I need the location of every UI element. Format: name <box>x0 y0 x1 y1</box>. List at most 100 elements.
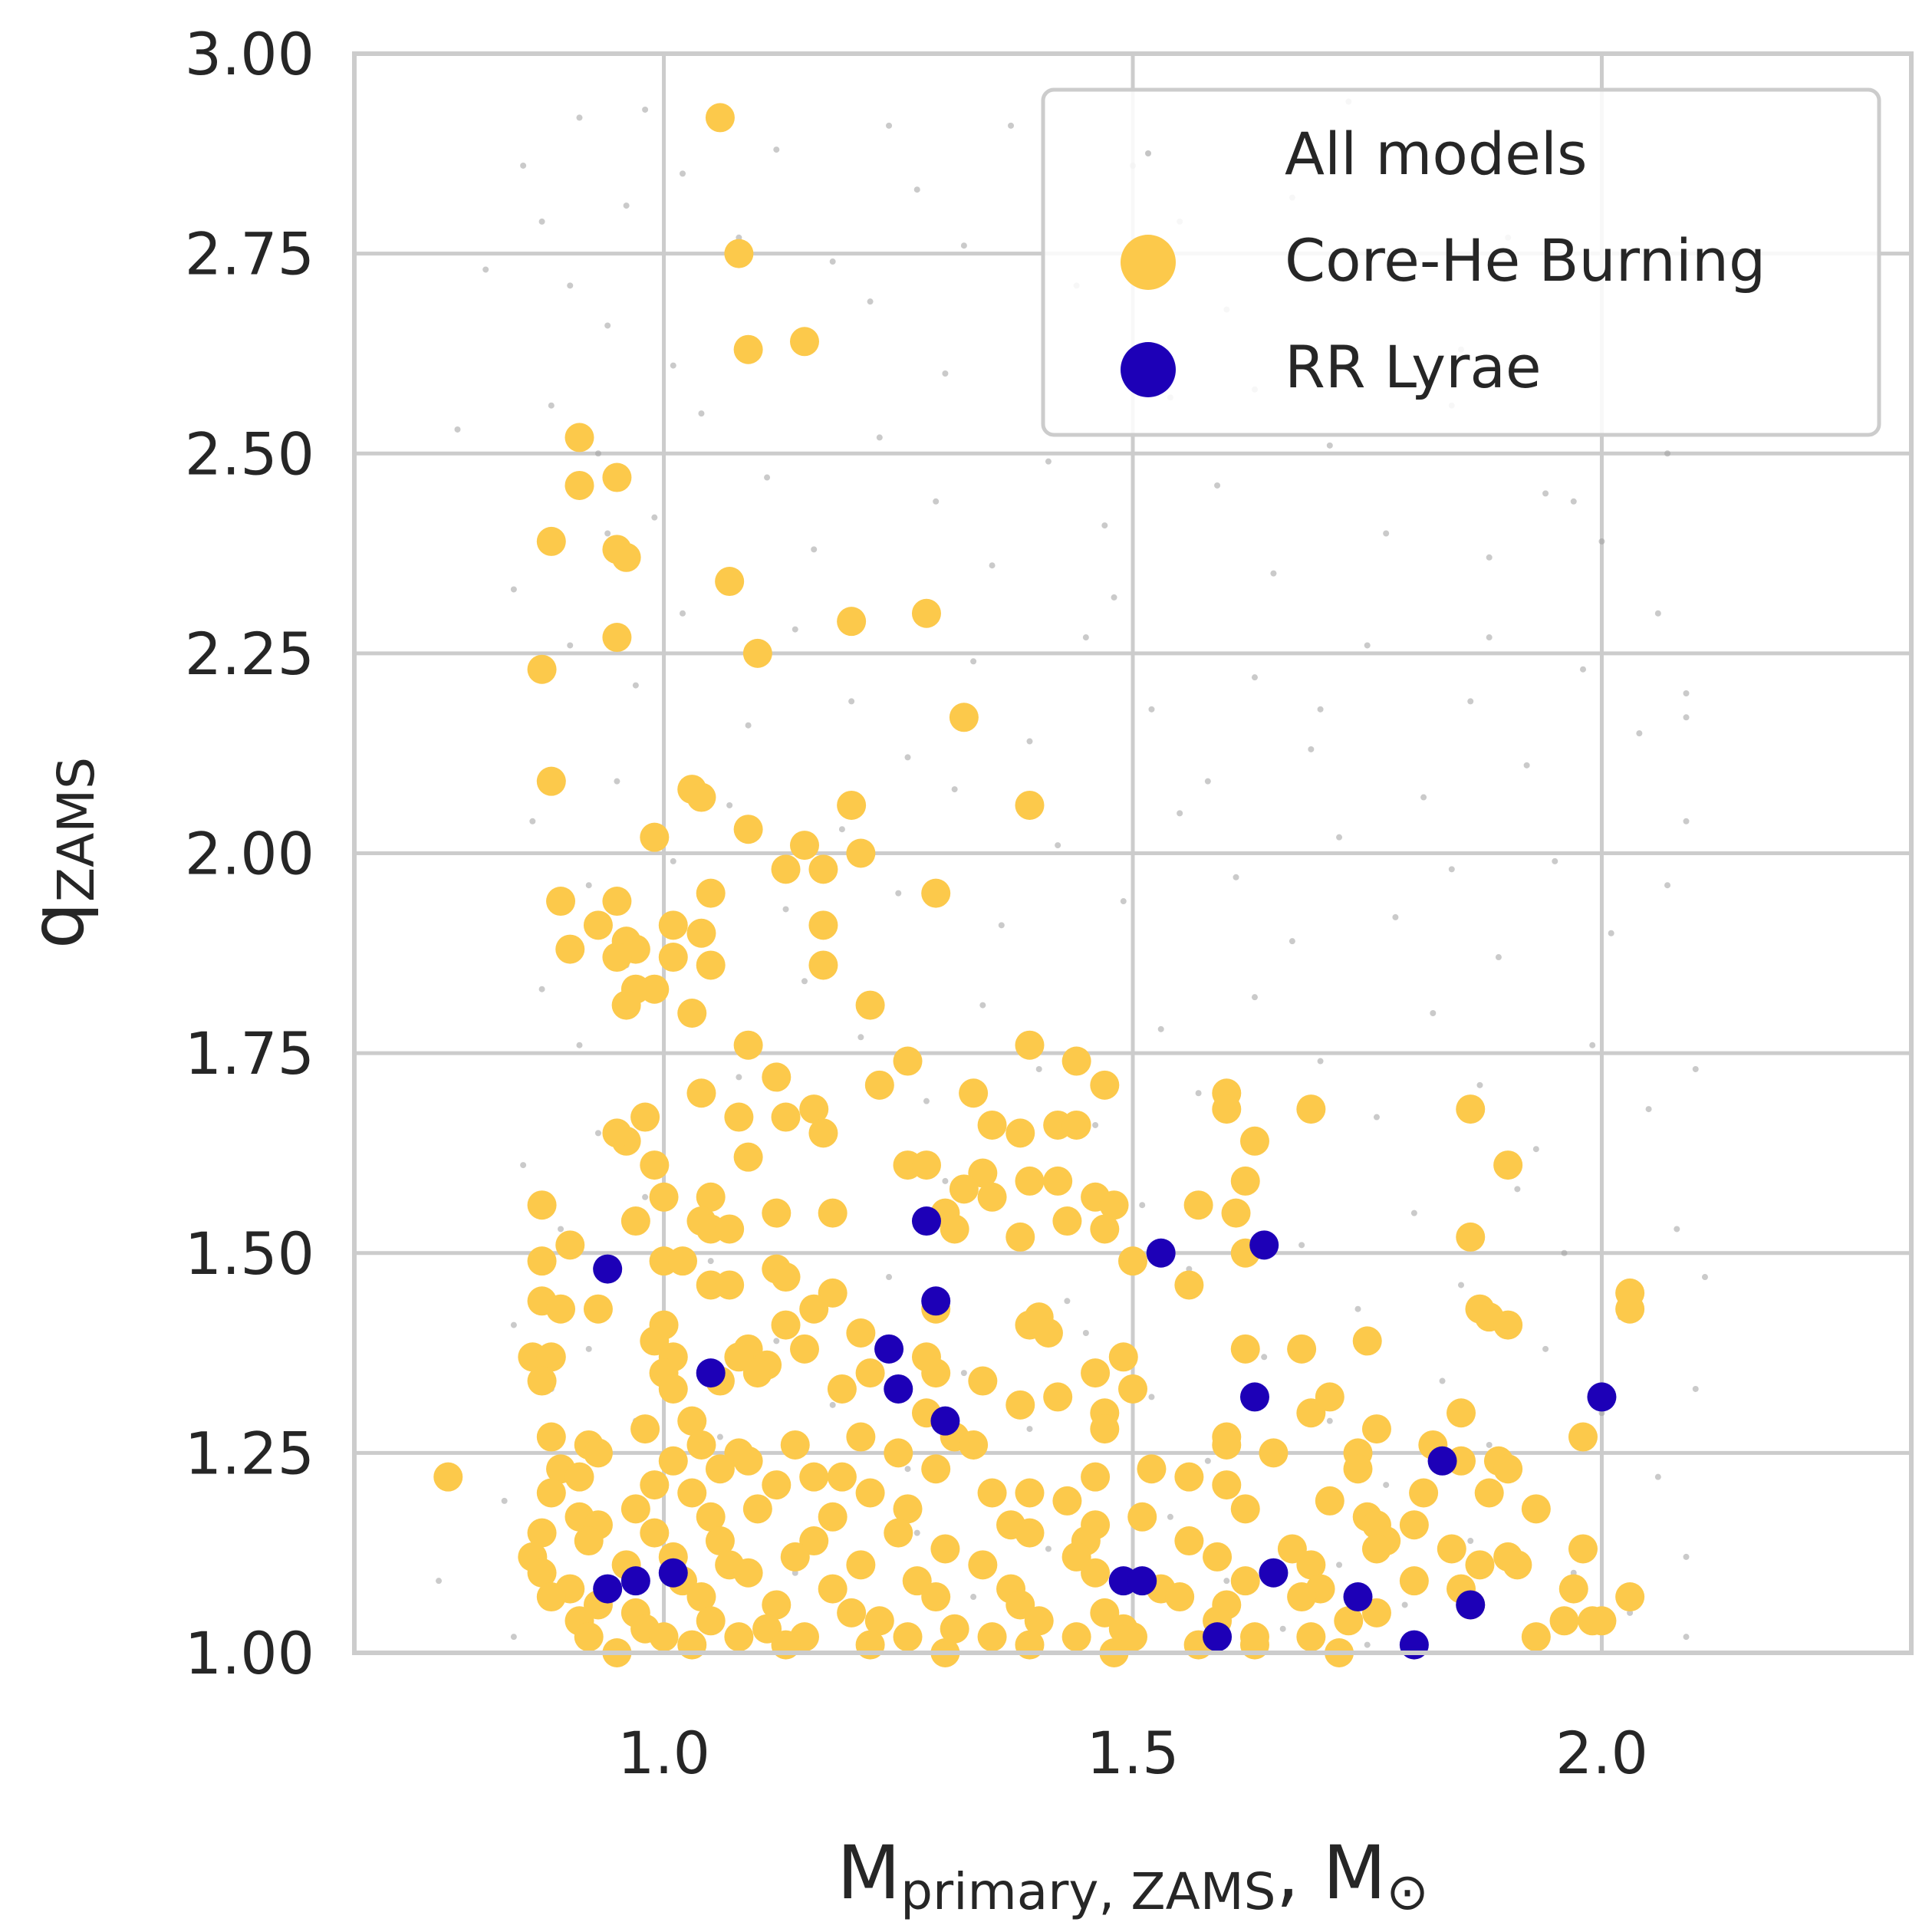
core-he-burning-point <box>799 1462 829 1492</box>
all-models-point <box>1251 674 1258 681</box>
all-models-point <box>538 986 545 992</box>
all-models-point <box>923 1098 930 1104</box>
core-he-burning-point <box>780 1542 810 1572</box>
all-models-point <box>594 450 601 457</box>
all-models-point <box>1608 930 1614 936</box>
legend-label-core-he-burning: Core-He Burning <box>1285 226 1766 295</box>
all-models-point <box>1654 610 1661 617</box>
all-models-point <box>1082 1330 1089 1336</box>
all-models-point <box>670 857 676 864</box>
core-he-burning-point <box>527 1190 557 1220</box>
core-he-burning-point <box>630 1102 660 1132</box>
all-models-point <box>1111 594 1117 601</box>
core-he-burning-point <box>837 607 867 637</box>
core-he-burning-point <box>649 1622 679 1652</box>
all-models-point <box>1195 1090 1202 1097</box>
all-models-point <box>1326 442 1333 449</box>
core-he-burning-point <box>705 1454 735 1484</box>
all-models-point <box>1008 122 1015 129</box>
core-he-burning-point <box>1174 1526 1204 1556</box>
all-models-point <box>979 1002 986 1009</box>
all-models-point <box>1204 778 1211 785</box>
core-he-burning-point <box>1221 1198 1251 1228</box>
core-he-burning-point <box>1212 1094 1242 1124</box>
core-he-burning-point <box>884 1518 913 1548</box>
core-he-burning-point <box>705 1526 735 1556</box>
x-axis-title-main: M <box>837 1830 900 1916</box>
core-he-burning-point <box>696 1502 726 1532</box>
all-models-point <box>1045 458 1052 465</box>
y-axis-ticks: 1.00 1.25 1.50 1.75 2.00 2.25 2.50 2.75 3.00 <box>185 20 314 1687</box>
core-he-burning-point <box>789 327 819 357</box>
core-he-burning-point <box>696 950 726 980</box>
core-he-burning-point <box>921 878 951 908</box>
rr-lyrae-point <box>1259 1558 1289 1588</box>
core-he-burning-point <box>1090 1214 1120 1244</box>
core-he-burning-point <box>1456 1094 1486 1124</box>
y-tick-label: 2.00 <box>185 820 314 888</box>
core-he-burning-point <box>1230 1566 1260 1596</box>
all-models-point <box>886 1274 893 1281</box>
all-models-point <box>482 266 489 273</box>
rr-lyrae-point <box>696 1358 726 1388</box>
x-axis-title-unit-sub: ⊙ <box>1386 1862 1428 1921</box>
core-he-burning-point <box>555 934 585 964</box>
rr-lyrae-point <box>1587 1382 1617 1412</box>
legend-marker-rr-lyrae <box>1121 342 1176 397</box>
all-models-point <box>970 658 977 665</box>
core-he-burning-point <box>602 1118 632 1148</box>
core-he-burning-point <box>583 1438 613 1468</box>
all-models-point <box>642 106 649 113</box>
all-models-point <box>1683 1634 1690 1641</box>
core-he-burning-point <box>864 1606 894 1636</box>
core-he-burning-point <box>846 1318 876 1348</box>
core-he-burning-point <box>640 1518 670 1548</box>
core-he-burning-point <box>846 1422 876 1452</box>
core-he-burning-point <box>940 1614 969 1644</box>
legend-label-all-models: All models <box>1285 120 1588 188</box>
all-models-point <box>1167 1513 1173 1520</box>
core-he-burning-point <box>771 1102 801 1132</box>
core-he-burning-point <box>837 1598 867 1628</box>
core-he-burning-point <box>1437 1534 1466 1564</box>
all-models-point <box>960 242 967 249</box>
core-he-burning-point <box>658 943 688 973</box>
plot-frame <box>352 51 1914 1655</box>
all-models-point <box>1589 1042 1596 1048</box>
core-he-burning-point <box>1212 1430 1242 1460</box>
all-models-point <box>510 1321 517 1328</box>
rr-lyrae-point <box>1127 1566 1157 1596</box>
all-models-point <box>857 1034 864 1041</box>
all-models-point <box>651 514 658 521</box>
all-models-point <box>792 626 798 633</box>
x-tick-label: 1.5 <box>1087 1719 1180 1787</box>
core-he-burning-point <box>527 654 557 684</box>
rr-lyrae-point <box>593 1254 623 1284</box>
core-he-burning-point <box>921 1454 951 1484</box>
all-models-point <box>1579 666 1586 673</box>
core-he-burning-point <box>977 1622 1007 1652</box>
all-models-point <box>838 826 845 833</box>
core-he-burning-point <box>1015 1518 1045 1548</box>
core-he-burning-point <box>1203 1542 1233 1572</box>
all-models-point <box>1486 1441 1493 1448</box>
all-models-point <box>1410 1210 1417 1216</box>
core-he-burning-point <box>583 910 613 940</box>
core-he-burning-point <box>1399 1566 1429 1596</box>
core-he-burning-point <box>1061 1046 1091 1076</box>
all-models-point <box>942 370 949 377</box>
core-he-burning-point <box>658 910 688 940</box>
core-he-burning-point <box>921 1582 951 1612</box>
core-he-burning-point <box>1015 1166 1045 1196</box>
all-models-point <box>876 434 883 441</box>
core-he-burning-point <box>837 790 867 820</box>
rr-lyrae-point <box>1427 1446 1457 1476</box>
all-models-point <box>594 1130 601 1137</box>
all-models-point <box>1561 1249 1568 1256</box>
core-he-burning-point <box>1015 790 1045 820</box>
core-he-burning-point <box>686 1430 716 1460</box>
all-models-point <box>1383 1482 1390 1489</box>
all-models-point <box>1261 1354 1268 1361</box>
core-he-burning-point <box>1061 1622 1091 1652</box>
all-models-point <box>998 922 1005 929</box>
